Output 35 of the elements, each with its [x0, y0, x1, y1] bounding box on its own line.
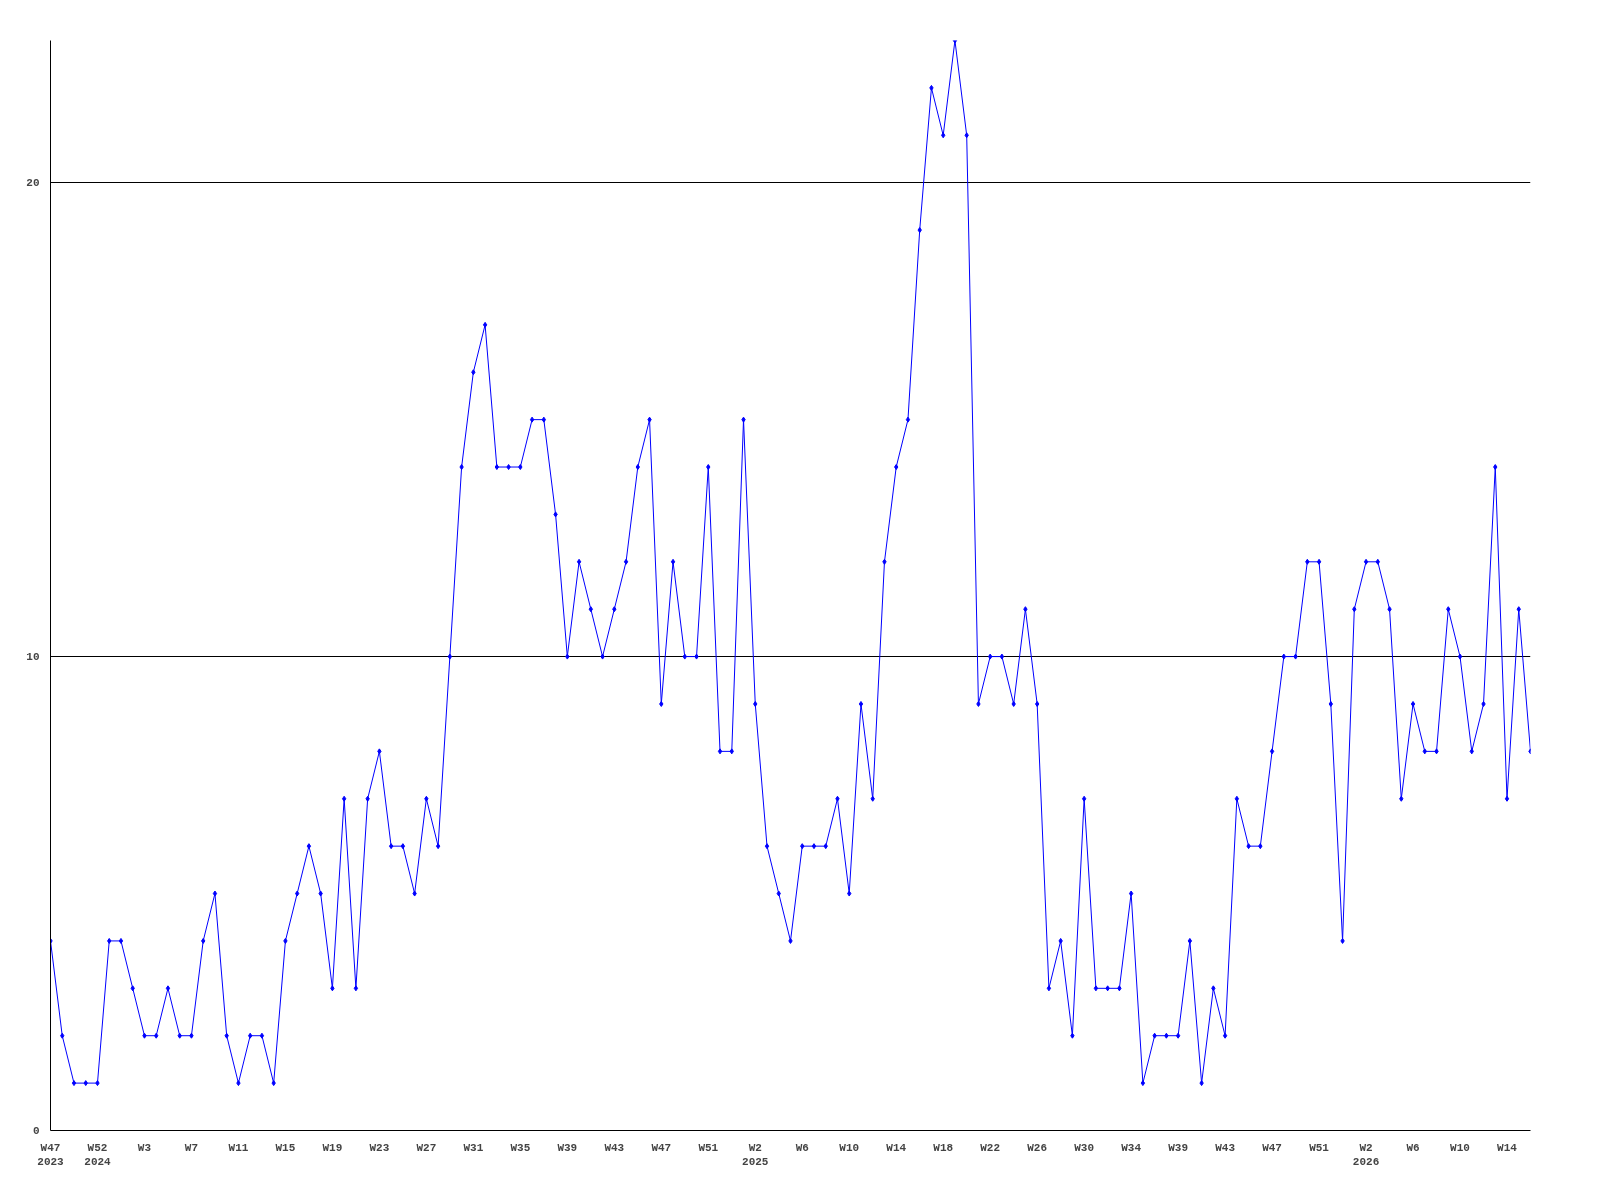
x-tick-label: W18 [933, 1141, 954, 1154]
x-tick-label: W3 [137, 1141, 152, 1154]
x-tick-label: W6 [795, 1141, 809, 1154]
x-tick-label: W2 2026 [1352, 1141, 1380, 1168]
x-tick-label: W7 [184, 1141, 199, 1154]
x-tick-label: W47 [651, 1141, 672, 1154]
x-tick-label: W11 [228, 1141, 249, 1154]
x-tick-label: W39 [557, 1141, 578, 1154]
y-tick-label: 10 [26, 651, 40, 664]
x-tick-label: W10 [1450, 1141, 1470, 1154]
x-tick-label: W43 [1215, 1141, 1236, 1154]
x-tick-label: W26 [1027, 1141, 1048, 1154]
x-tick-label: W52 2024 [84, 1141, 112, 1168]
y-tick-label: 0 [32, 1125, 40, 1137]
x-tick-label: W43 [604, 1141, 625, 1154]
x-tick-label: W51 [698, 1141, 719, 1154]
x-tick-label: W15 [275, 1141, 296, 1154]
y-tick-label: 20 [26, 177, 40, 190]
x-tick-label: W51 [1309, 1141, 1330, 1154]
x-tick-label: W47 2023 [37, 1141, 65, 1168]
x-tick-label: W19 [322, 1141, 343, 1154]
x-tick-label: W27 [416, 1141, 437, 1154]
x-tick-label: W2 2025 [742, 1141, 769, 1168]
x-tick-label: W47 [1262, 1141, 1282, 1154]
x-tick-label: W31 [463, 1141, 484, 1154]
x-tick-label: W34 [1121, 1141, 1142, 1154]
x-tick-label: W10 [839, 1141, 860, 1154]
x-tick-label: W35 [510, 1141, 531, 1154]
x-tick-label: W23 [369, 1141, 390, 1154]
x-tick-label: W39 [1168, 1141, 1189, 1154]
x-tick-label: W30 [1074, 1141, 1095, 1154]
x-tick-label: W22 [980, 1141, 1001, 1154]
x-tick-label: W6 [1406, 1141, 1420, 1154]
x-tick-label: W14 [886, 1141, 907, 1154]
x-tick-label: W14 [1497, 1141, 1518, 1154]
